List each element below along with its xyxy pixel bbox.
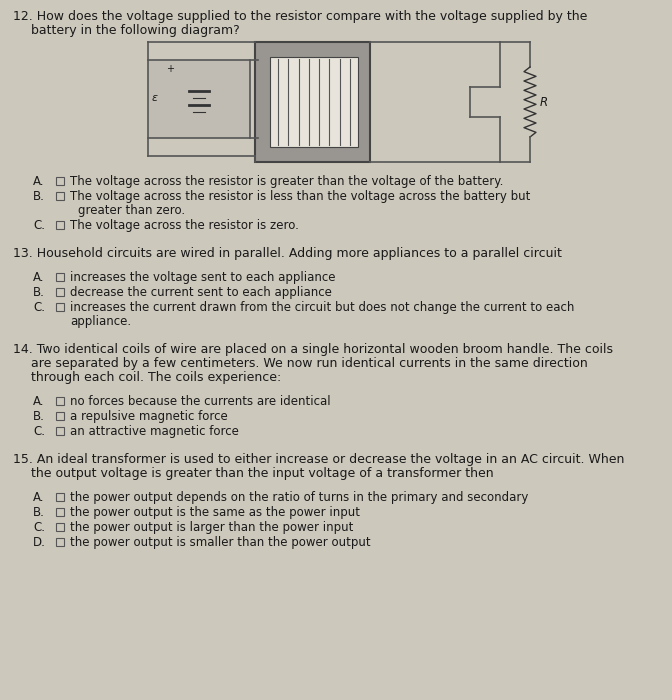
Text: the power output is the same as the power input: the power output is the same as the powe…	[70, 506, 360, 519]
Bar	[56, 412, 64, 420]
Bar	[56, 427, 64, 435]
Bar	[56, 273, 64, 281]
Text: R: R	[540, 96, 548, 109]
Text: no forces because the currents are identical: no forces because the currents are ident…	[70, 395, 331, 408]
Bar	[56, 192, 64, 200]
Text: A.: A.	[33, 175, 44, 188]
Text: the output voltage is greater than the input voltage of a transformer then: the output voltage is greater than the i…	[31, 467, 494, 480]
Text: B.: B.	[33, 410, 45, 423]
Bar	[56, 523, 64, 531]
Text: +: +	[166, 64, 174, 74]
Text: A.: A.	[33, 395, 44, 408]
Bar	[56, 221, 64, 229]
Bar	[56, 493, 64, 501]
Bar	[56, 288, 64, 296]
Text: C.: C.	[33, 301, 45, 314]
Text: battery in the following diagram?: battery in the following diagram?	[31, 24, 240, 37]
Bar	[56, 177, 64, 185]
Text: through each coil. The coils experience:: through each coil. The coils experience:	[31, 371, 282, 384]
Bar	[148, 60, 250, 138]
Text: decrease the current sent to each appliance: decrease the current sent to each applia…	[70, 286, 332, 299]
Text: greater than zero.: greater than zero.	[78, 204, 185, 217]
Text: B.: B.	[33, 190, 45, 203]
Text: C.: C.	[33, 219, 45, 232]
Text: The voltage across the resistor is greater than the voltage of the battery.: The voltage across the resistor is great…	[70, 175, 503, 188]
Text: increases the current drawn from the circuit but does not change the current to : increases the current drawn from the cir…	[70, 301, 575, 314]
Text: 13. Household circuits are wired in parallel. Adding more appliances to a parall: 13. Household circuits are wired in para…	[13, 247, 562, 260]
Bar	[56, 397, 64, 405]
Text: a repulsive magnetic force: a repulsive magnetic force	[70, 410, 228, 423]
Text: 14. Two identical coils of wire are placed on a single horizontal wooden broom h: 14. Two identical coils of wire are plac…	[13, 343, 613, 356]
Text: B.: B.	[33, 286, 45, 299]
Text: C.: C.	[33, 425, 45, 438]
Bar	[270, 57, 358, 147]
Text: ε: ε	[152, 93, 158, 103]
Text: increases the voltage sent to each appliance: increases the voltage sent to each appli…	[70, 271, 335, 284]
Bar	[56, 303, 64, 311]
Bar	[56, 538, 64, 546]
Text: A.: A.	[33, 271, 44, 284]
Text: an attractive magnetic force: an attractive magnetic force	[70, 425, 239, 438]
Text: 15. An ideal transformer is used to either increase or decrease the voltage in a: 15. An ideal transformer is used to eith…	[13, 453, 624, 466]
Text: appliance.: appliance.	[70, 315, 131, 328]
Text: the power output is smaller than the power output: the power output is smaller than the pow…	[70, 536, 371, 549]
Text: The voltage across the resistor is zero.: The voltage across the resistor is zero.	[70, 219, 299, 232]
Text: B.: B.	[33, 506, 45, 519]
Text: A.: A.	[33, 491, 44, 504]
Text: D.: D.	[33, 536, 46, 549]
Text: are separated by a few centimeters. We now run identical currents in the same di: are separated by a few centimeters. We n…	[31, 357, 588, 370]
Text: the power output depends on the ratio of turns in the primary and secondary: the power output depends on the ratio of…	[70, 491, 528, 504]
Bar	[255, 42, 370, 162]
Text: 12. How does the voltage supplied to the resistor compare with the voltage suppl: 12. How does the voltage supplied to the…	[13, 10, 587, 23]
Text: the power output is larger than the power input: the power output is larger than the powe…	[70, 521, 353, 534]
Text: The voltage across the resistor is less than the voltage across the battery but: The voltage across the resistor is less …	[70, 190, 530, 203]
Bar	[56, 508, 64, 516]
Text: C.: C.	[33, 521, 45, 534]
